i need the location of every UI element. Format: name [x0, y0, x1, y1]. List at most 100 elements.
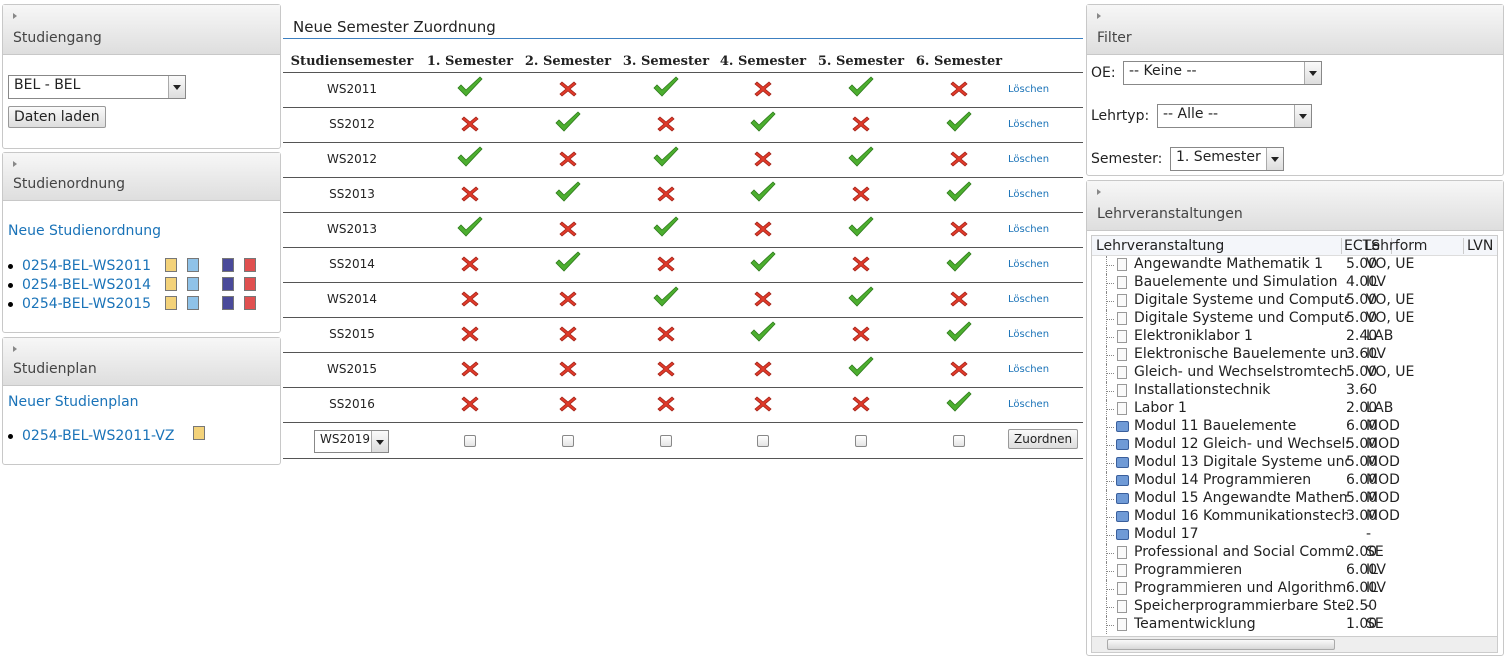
icon[interactable]	[165, 277, 177, 291]
row-rule	[283, 458, 1083, 459]
lv-name: Labor 1	[1134, 400, 1187, 416]
checkbox[interactable]	[953, 435, 965, 447]
icon-shape	[950, 361, 968, 377]
select[interactable]: -- Alle --	[1157, 104, 1312, 128]
list-link[interactable]: 0254-BEL-WS2011	[22, 258, 152, 274]
icon[interactable]	[187, 258, 199, 272]
cross-icon	[950, 221, 968, 237]
icon[interactable]	[222, 296, 234, 310]
lv-form: MOD	[1366, 508, 1400, 524]
lv-ects: 6.00	[1346, 472, 1378, 488]
studiengang-panel: Studiengang BEL - BEL Daten laden	[2, 4, 281, 149]
icon-shape	[946, 321, 972, 342]
icon[interactable]	[193, 426, 205, 440]
column-header: ECTS	[1344, 238, 1392, 254]
panel-header: Lehrveranstaltungen	[1087, 181, 1503, 231]
lv-form: SE	[1366, 544, 1384, 560]
semester-cell: WS2012	[326, 152, 378, 166]
check-icon	[653, 76, 679, 97]
delete-link[interactable]: Löschen	[1008, 119, 1050, 130]
tree-line	[1106, 265, 1114, 266]
icon-shape	[653, 286, 679, 307]
check-icon	[750, 321, 776, 342]
semester-cell: SS2014	[329, 257, 375, 271]
icon-shape	[754, 221, 772, 237]
icon[interactable]	[187, 277, 199, 291]
icon[interactable]	[222, 277, 234, 291]
lv-ects: 3.00	[1346, 508, 1378, 524]
delete-link[interactable]: Löschen	[1008, 329, 1050, 340]
icon-shape	[848, 356, 874, 377]
lv-form: MOD	[1366, 472, 1400, 488]
lv-ects: 2.40	[1346, 328, 1378, 344]
delete-link[interactable]: Löschen	[1008, 399, 1050, 410]
list-link[interactable]: 0254-BEL-WS2015	[22, 296, 152, 312]
select[interactable]: WS2019	[314, 430, 389, 453]
button[interactable]: Zuordnen	[1008, 429, 1079, 449]
checkbox[interactable]	[757, 435, 769, 447]
cross-icon	[754, 151, 772, 167]
lv-name: Elektronische Bauelemente und	[1134, 346, 1348, 362]
icon[interactable]	[165, 296, 177, 310]
icon[interactable]	[244, 296, 256, 310]
select[interactable]: 1. Semester	[1170, 147, 1284, 171]
scroll-thumb[interactable]	[1107, 639, 1335, 650]
checkbox[interactable]	[660, 435, 672, 447]
lv-form: ILV	[1366, 562, 1386, 578]
checkbox[interactable]	[464, 435, 476, 447]
title-rule	[283, 38, 1083, 39]
lv-ects: 6.00	[1346, 580, 1378, 596]
module-icon	[1116, 439, 1129, 450]
tree-line	[1106, 373, 1114, 374]
icon-shape	[461, 116, 479, 132]
module-icon	[1116, 511, 1129, 522]
cross-icon	[852, 116, 870, 132]
delete-link[interactable]: Löschen	[1008, 189, 1050, 200]
tree-line	[1106, 517, 1114, 518]
lv-icon	[1117, 294, 1127, 307]
check-icon	[555, 111, 581, 132]
icon[interactable]	[244, 277, 256, 291]
delete-link[interactable]: Löschen	[1008, 259, 1050, 270]
check-icon	[946, 181, 972, 202]
checkbox[interactable]	[855, 435, 867, 447]
cross-icon	[657, 256, 675, 272]
checkbox[interactable]	[562, 435, 574, 447]
delete-link[interactable]: Löschen	[1008, 154, 1050, 165]
select-arrow	[1294, 105, 1311, 127]
link[interactable]: Neue Studienordnung	[8, 223, 162, 239]
row-rule	[283, 72, 1083, 73]
check-icon	[848, 146, 874, 167]
icon[interactable]	[187, 296, 199, 310]
select[interactable]: BEL - BEL	[8, 75, 186, 99]
delete-link[interactable]: Löschen	[1008, 294, 1050, 305]
select-value: 1. Semester	[1176, 149, 1261, 165]
tree-line	[1106, 283, 1114, 284]
icon[interactable]	[165, 258, 177, 272]
icon[interactable]	[244, 258, 256, 272]
delete-link[interactable]: Löschen	[1008, 364, 1050, 375]
lv-icon	[1117, 582, 1127, 595]
tree-line	[1106, 589, 1114, 590]
row-rule	[283, 142, 1083, 143]
scrollbar[interactable]	[1092, 636, 1497, 652]
delete-link[interactable]: Löschen	[1008, 224, 1050, 235]
icon-shape	[754, 81, 772, 97]
bullet	[8, 283, 13, 288]
list-link[interactable]: 0254-BEL-WS2014	[22, 277, 152, 293]
lv-form: ILV	[1366, 580, 1386, 596]
row-rule	[283, 422, 1083, 423]
link[interactable]: Neuer Studienplan	[8, 394, 139, 410]
row-rule	[283, 247, 1083, 248]
delete-link[interactable]: Löschen	[1008, 84, 1050, 95]
lv-form: -	[1366, 382, 1372, 398]
icon-shape	[754, 396, 772, 412]
select[interactable]: -- Keine --	[1123, 61, 1322, 85]
cross-icon	[461, 326, 479, 342]
icon-shape	[946, 111, 972, 132]
lv-icon	[1117, 600, 1127, 613]
button[interactable]: Daten laden	[8, 106, 106, 128]
icon[interactable]	[222, 258, 234, 272]
lv-name: Elektroniklabor 1	[1134, 328, 1253, 344]
list-link[interactable]: 0254-BEL-WS2011-VZ	[22, 428, 175, 444]
